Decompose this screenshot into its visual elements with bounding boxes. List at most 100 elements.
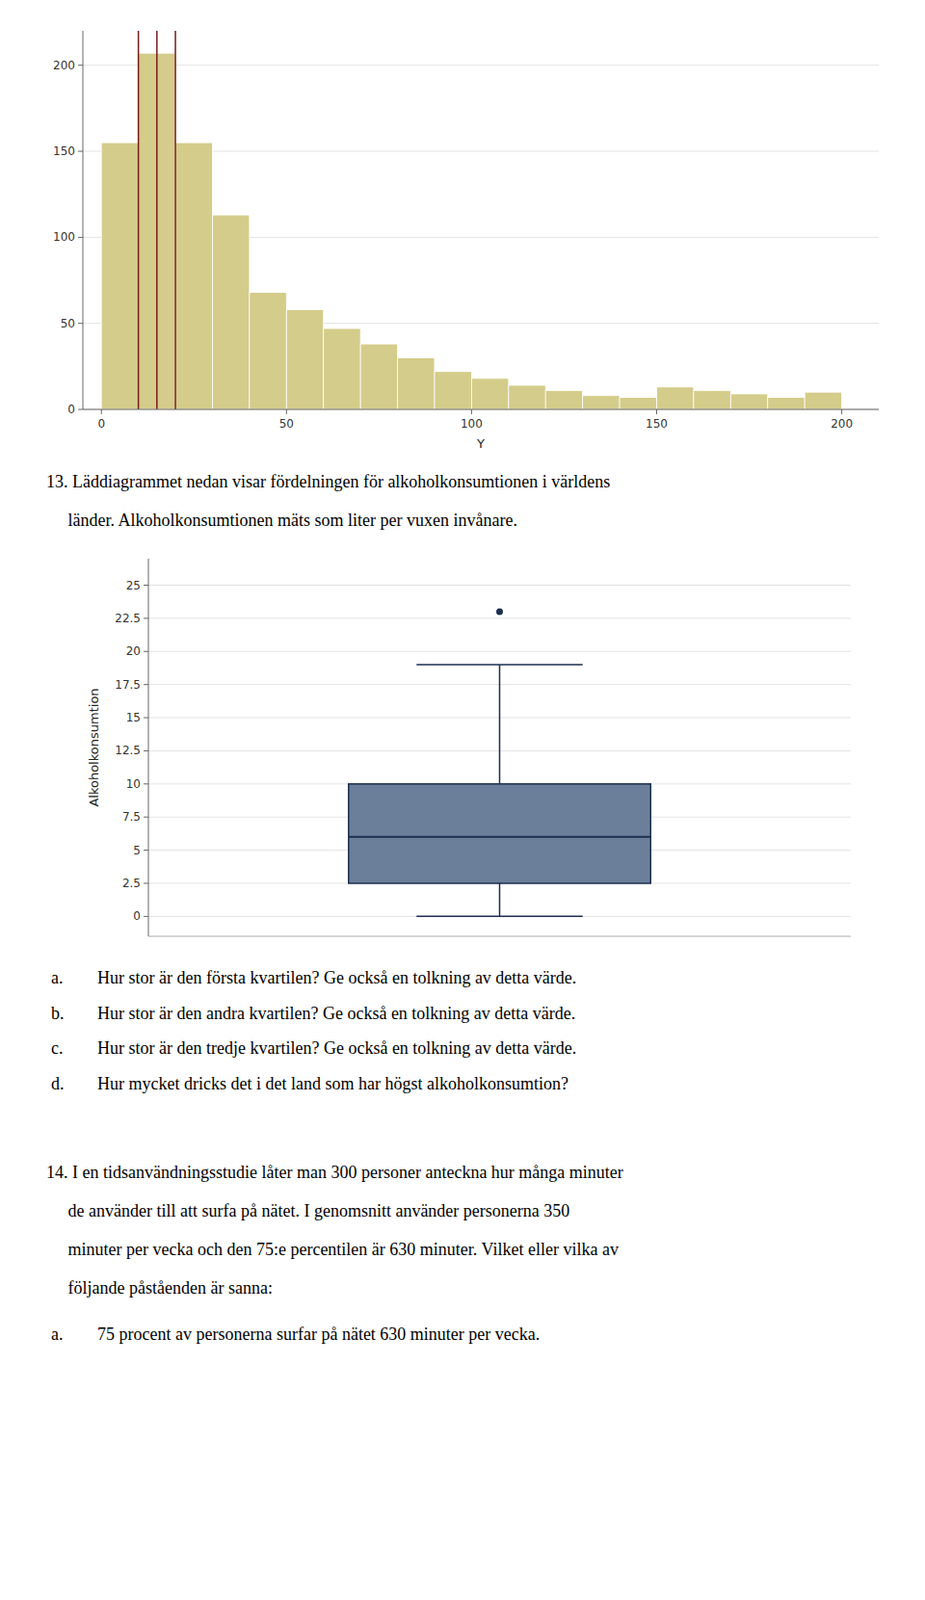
- y-tick: [143, 750, 149, 752]
- body-text: länder. Alkoholkonsumtionen mäts som lit…: [46, 510, 518, 530]
- grid-line: [148, 584, 851, 586]
- body-text: 13. Läddiagrammet nedan visar fördelning…: [46, 472, 610, 492]
- y-tick-label: 22.5: [114, 611, 141, 626]
- histogram-bar: [619, 396, 657, 410]
- histogram-bar: [249, 292, 287, 410]
- y-tick-label: 150: [52, 144, 76, 159]
- y-tick: [143, 783, 149, 785]
- reference-line: [137, 30, 140, 410]
- y-axis-line: [82, 30, 84, 410]
- y-tick: [143, 882, 149, 884]
- plot-area: [101, 30, 842, 410]
- x-axis-line: [148, 936, 851, 938]
- y-tick-label: 100: [52, 230, 76, 244]
- x-tick: [471, 409, 473, 415]
- y-tick-label: 200: [52, 58, 76, 73]
- y-tick-label: 7.5: [122, 810, 141, 824]
- item-text: Hur stor är den första kvartilen? Ge ock…: [97, 968, 577, 988]
- median-line: [348, 836, 651, 839]
- y-tick: [143, 584, 149, 586]
- page: 0 50 100 150 200 0 50 100 150 200 Y 0 2.5 5 7.5 10 12.5 1…: [0, 0, 925, 1600]
- grid-line: [148, 916, 851, 918]
- x-axis-label: Y: [475, 436, 485, 451]
- body-text: följande påståenden är sanna:: [46, 1278, 273, 1298]
- histogram-bar: [656, 387, 693, 410]
- whisker-high: [499, 664, 502, 785]
- y-axis-line: [148, 558, 150, 937]
- histogram-bar: [471, 378, 508, 410]
- y-tick: [143, 684, 149, 686]
- plot-area: [348, 608, 651, 918]
- y-tick-label: 5: [132, 844, 141, 858]
- x-tick-label: 200: [830, 417, 853, 431]
- histogram-bar: [286, 309, 323, 410]
- x-tick: [841, 409, 843, 415]
- histogram-bar: [693, 390, 731, 410]
- y-tick: [78, 237, 83, 238]
- x-tick-label: 150: [645, 417, 668, 431]
- y-tick: [78, 322, 83, 324]
- reference-line: [174, 30, 177, 410]
- item-text: 75 procent av personerna surfar på nätet…: [97, 1324, 540, 1345]
- box-chart: 02.557.51012.51517.52022.525Alkoholkonsu…: [86, 558, 851, 937]
- histogram-bar: [101, 142, 138, 410]
- item-label: a.: [51, 968, 64, 988]
- whisker-low: [499, 883, 502, 917]
- histogram-bar: [175, 142, 212, 410]
- histogram-bar: [545, 390, 582, 410]
- histogram-bar: [323, 328, 361, 410]
- item-label: a.: [51, 1324, 64, 1345]
- y-tick: [78, 64, 83, 66]
- histogram-bar: [508, 385, 546, 410]
- y-tick-label: 25: [126, 579, 141, 593]
- histogram-bar: [582, 396, 620, 410]
- body-text: de använder till att surfa på nätet. I g…: [46, 1201, 570, 1221]
- reference-line: [156, 30, 159, 410]
- grid-line: [148, 651, 851, 653]
- y-tick-label: 15: [126, 711, 141, 725]
- x-tick-label: 0: [97, 417, 106, 431]
- text-blocks: 13. Läddiagrammet nedan visar fördelning…: [46, 472, 624, 1345]
- y-tick-label: 10: [126, 777, 141, 792]
- body-text: 14. I en tidsanvändningsstudie låter man…: [46, 1162, 624, 1183]
- outlier: [496, 608, 503, 616]
- y-tick-label: 2.5: [122, 876, 141, 891]
- item-label: c.: [51, 1038, 64, 1058]
- y-tick: [143, 617, 149, 619]
- y-tick: [143, 817, 149, 819]
- histogram-bar: [397, 357, 435, 410]
- item-text: Hur stor är den tredje kvartilen? Ge ock…: [97, 1038, 577, 1058]
- grid-line: [82, 64, 879, 66]
- item-text: Hur mycket dricks det i det land som har…: [97, 1074, 569, 1094]
- item-text: Hur stor är den andra kvartilen? Ge ocks…: [97, 1004, 576, 1024]
- histogram-bar: [434, 371, 472, 410]
- x-axis-line: [82, 409, 879, 411]
- y-tick-label: 0: [132, 909, 141, 924]
- y-tick-label: 0: [67, 402, 76, 417]
- y-tick: [143, 717, 149, 719]
- y-tick: [143, 849, 149, 851]
- y-tick-label: 12.5: [114, 743, 141, 758]
- y-axis-label: Alkoholkonsumtion: [86, 687, 102, 807]
- x-tick-label: 100: [460, 417, 483, 431]
- histogram-chart: 0 50 100 150 200 0 50 100 150 200 Y: [52, 30, 879, 451]
- x-tick: [656, 409, 658, 415]
- x-tick-label: 50: [279, 417, 294, 431]
- item-label: b.: [51, 1004, 65, 1024]
- x-tick: [101, 409, 103, 415]
- y-tick: [78, 151, 83, 153]
- body-text: minuter per vecka och den 75:e percentil…: [46, 1240, 619, 1260]
- whisker-cap-low: [416, 916, 582, 919]
- histogram-bar: [360, 343, 397, 410]
- x-tick: [286, 409, 288, 415]
- y-tick: [143, 651, 149, 653]
- box: [348, 784, 651, 884]
- grid-line: [148, 617, 851, 619]
- histogram-bar: [730, 394, 767, 410]
- y-tick-label: 17.5: [114, 678, 141, 692]
- histogram-bar: [767, 396, 805, 410]
- y-tick-label: 50: [60, 317, 76, 331]
- histogram-bar: [211, 214, 249, 410]
- whisker-cap-high: [416, 663, 582, 666]
- grid-line: [82, 409, 879, 411]
